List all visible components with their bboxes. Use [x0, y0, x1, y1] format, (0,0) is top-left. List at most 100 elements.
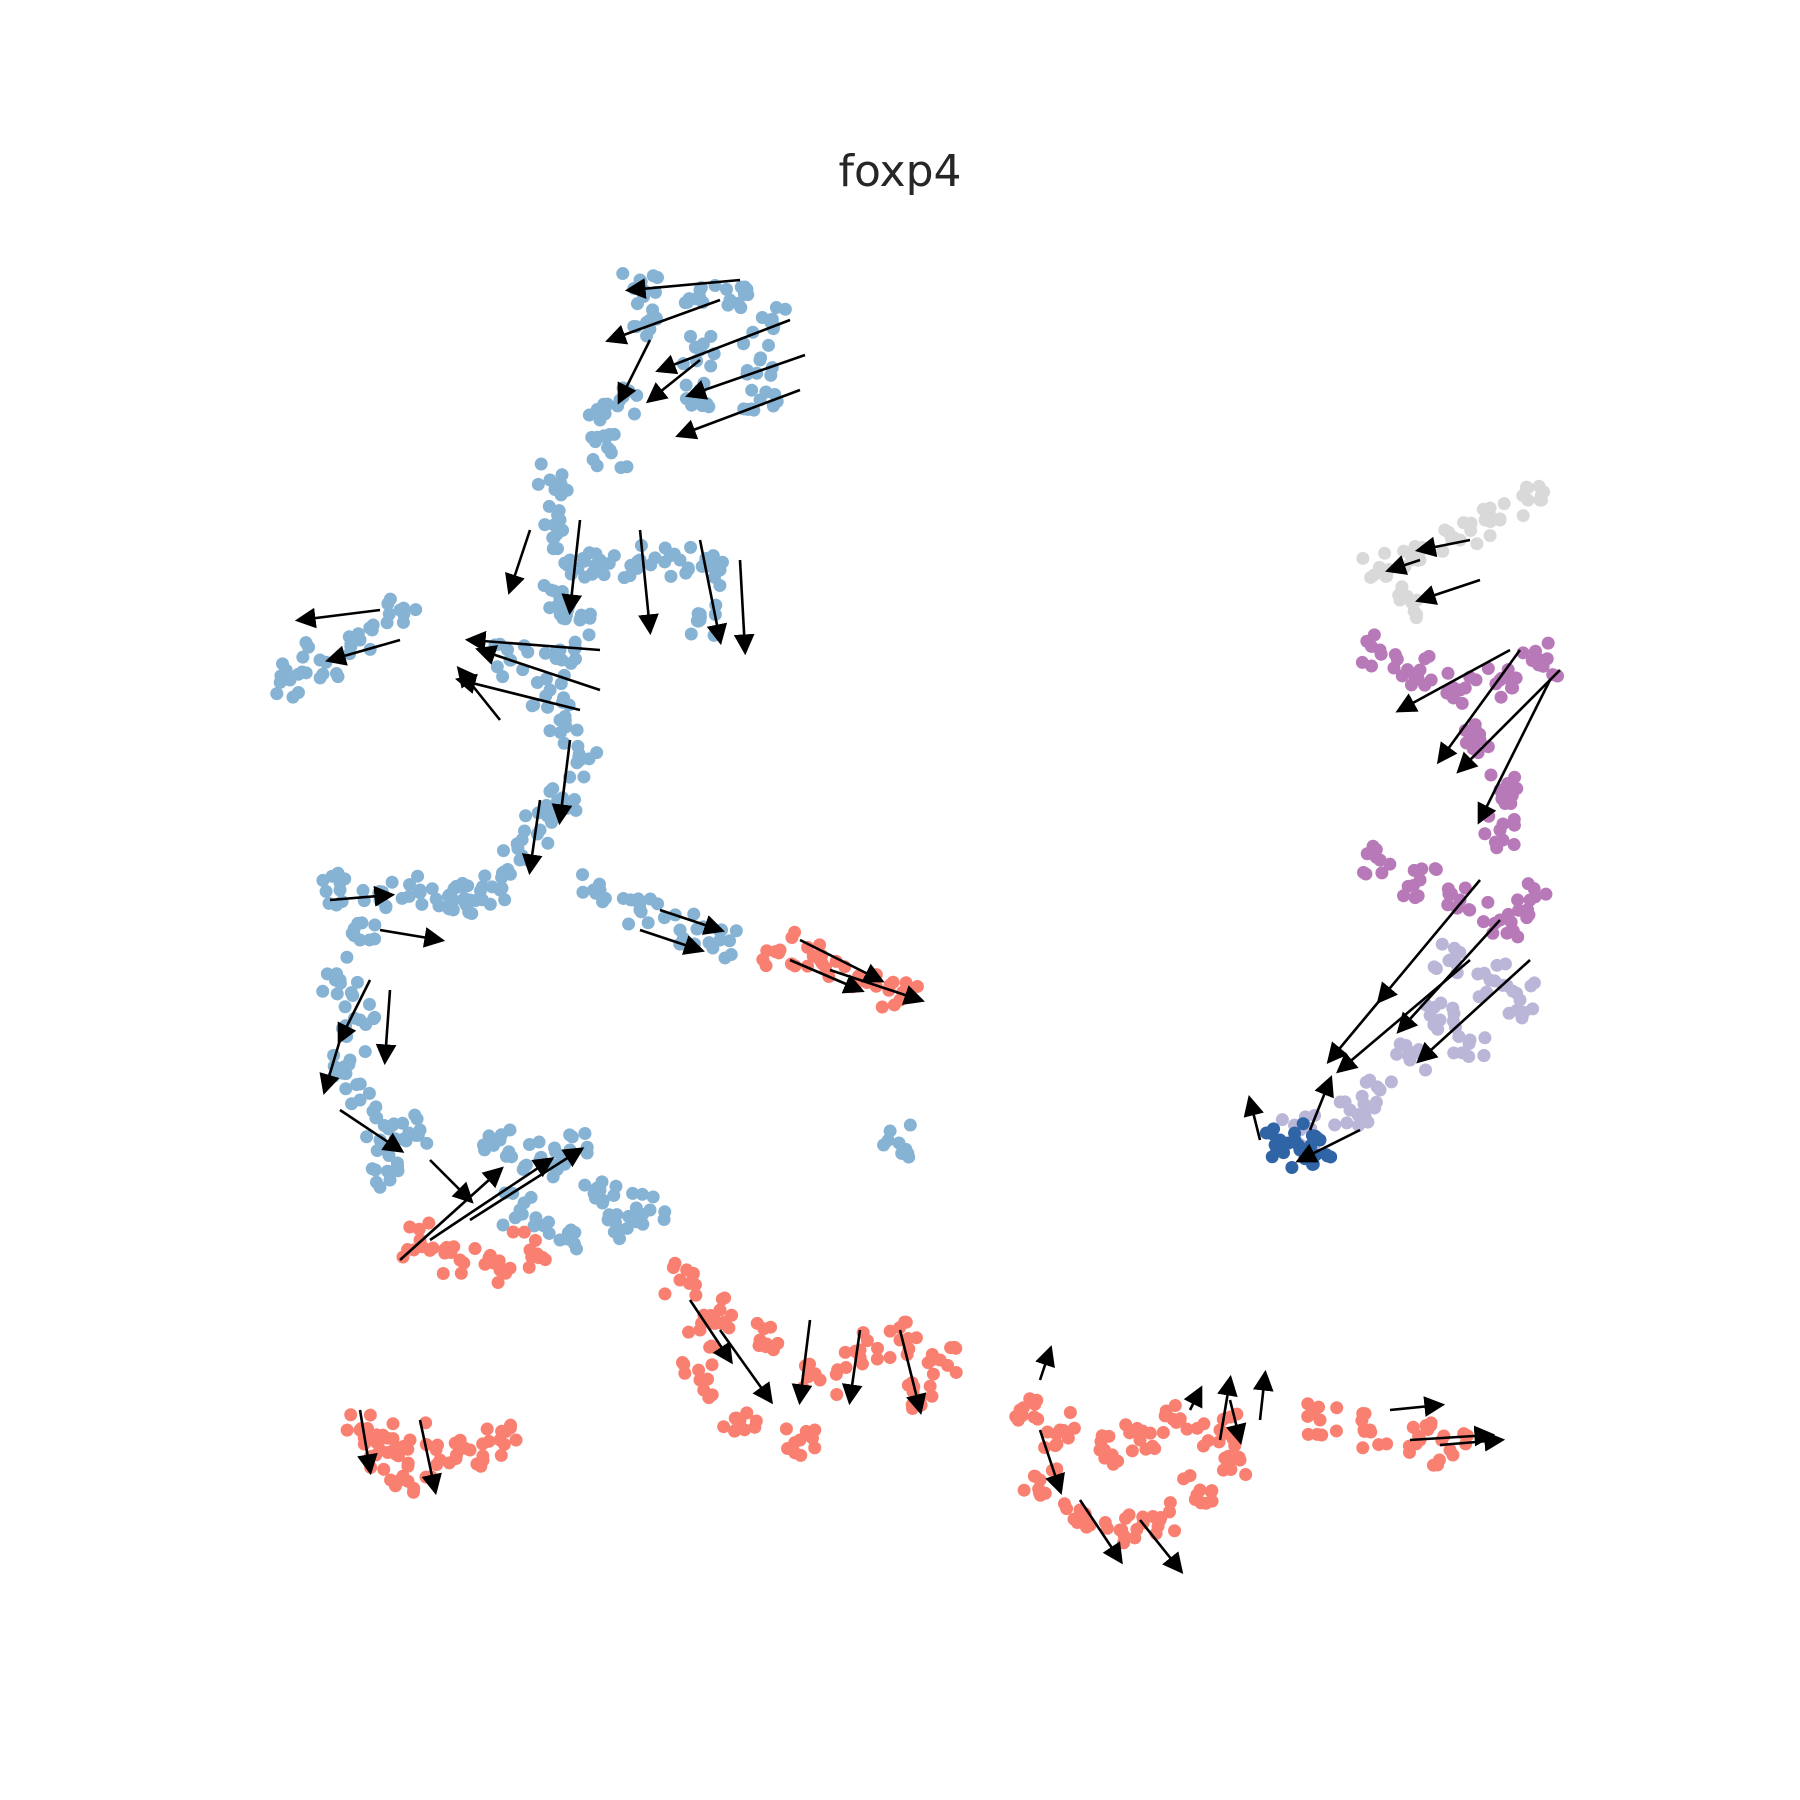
- cell-point: [401, 1456, 415, 1470]
- cell-point: [564, 1223, 578, 1237]
- chart-title: foxp4: [838, 146, 962, 197]
- velocity-arrow: [294, 607, 381, 629]
- cell-point: [717, 1420, 731, 1434]
- cell-point: [715, 555, 729, 569]
- cell-point: [1527, 976, 1541, 990]
- cell-point: [1388, 648, 1402, 662]
- velocity-arrow: [1183, 1385, 1203, 1411]
- cell-point: [695, 399, 709, 413]
- cell-point: [679, 566, 693, 580]
- cell-point: [705, 1358, 719, 1372]
- cell-point: [496, 1218, 510, 1232]
- cell-point: [353, 1077, 367, 1091]
- cell-point: [540, 798, 554, 812]
- cell-point: [385, 875, 399, 889]
- cell-point: [1168, 1399, 1182, 1413]
- cell-point: [1441, 898, 1455, 912]
- cell-point: [1168, 1524, 1182, 1538]
- cell-point: [1432, 1453, 1446, 1467]
- cell-point: [1494, 690, 1508, 704]
- cell-point: [1528, 890, 1542, 904]
- cell-point: [1397, 544, 1411, 558]
- cell-point: [383, 592, 397, 606]
- cell-point: [1488, 835, 1502, 849]
- cell-point: [580, 1146, 594, 1160]
- cell-point: [855, 1357, 869, 1371]
- velocity-arrow: [718, 1329, 774, 1405]
- cell-point: [1136, 1424, 1150, 1438]
- cell-point: [548, 530, 562, 544]
- velocity-arrow: [688, 1299, 733, 1365]
- velocity-arrow: [1252, 1369, 1274, 1421]
- cell-point: [1384, 1075, 1398, 1089]
- cell-point: [499, 1266, 513, 1280]
- cell-point: [1462, 1037, 1476, 1051]
- cell-point: [658, 541, 672, 555]
- velocity-arrow: [898, 1329, 927, 1416]
- cell-point: [330, 967, 344, 981]
- cell-point: [316, 667, 330, 681]
- cell-point: [1338, 1095, 1352, 1109]
- cell-point: [339, 1082, 353, 1096]
- cell-point: [805, 1431, 819, 1445]
- cell-point: [496, 844, 510, 858]
- cell-point: [901, 1331, 915, 1345]
- cell-point: [1428, 862, 1442, 876]
- cell-point: [338, 1000, 352, 1014]
- velocity-arrow: [1414, 536, 1471, 558]
- cell-point: [1370, 1080, 1384, 1094]
- cell-point: [331, 670, 345, 684]
- cell-point: [407, 1481, 421, 1495]
- velocity-arrow: [675, 388, 801, 440]
- cell-point: [390, 1156, 404, 1170]
- cell-point: [1352, 1118, 1366, 1132]
- cell-point: [1224, 1462, 1238, 1476]
- cell-point: [1163, 1496, 1177, 1510]
- cell-point: [1505, 681, 1519, 695]
- velocity-arrow: [325, 638, 401, 666]
- cell-point: [1403, 1045, 1417, 1059]
- cell-point: [1180, 1422, 1194, 1436]
- cell-point: [724, 948, 738, 962]
- cell-point: [1407, 863, 1421, 877]
- cell-point: [476, 1138, 490, 1152]
- cell-point: [590, 1181, 604, 1195]
- cell-point: [531, 477, 545, 491]
- velocity-arrow: [1416, 959, 1531, 1064]
- cell-point: [1516, 646, 1530, 660]
- cell-point: [494, 1448, 508, 1462]
- cell-point: [1551, 669, 1565, 683]
- cell-point: [683, 329, 697, 343]
- cell-point: [1534, 489, 1548, 503]
- cell-point: [745, 383, 759, 397]
- cell-point: [839, 1361, 853, 1375]
- cell-point: [612, 1232, 626, 1246]
- velocity-arrow: [1477, 679, 1552, 825]
- cell-point: [883, 1324, 897, 1338]
- cell-point: [319, 884, 333, 898]
- cell-point: [369, 1100, 383, 1114]
- velocity-arrow: [1038, 1429, 1065, 1495]
- cell-point: [556, 611, 570, 625]
- cell-point: [944, 1341, 958, 1355]
- cell-point: [461, 879, 475, 893]
- cell-point: [1328, 1118, 1342, 1132]
- cell-point: [473, 884, 487, 898]
- cell-point: [432, 899, 446, 913]
- velocity-arrow: [655, 318, 791, 375]
- cell-point: [635, 1187, 649, 1201]
- cell-point: [380, 1164, 394, 1178]
- velocity-arrow: [1456, 669, 1561, 774]
- velocity-arrow: [1035, 1345, 1055, 1381]
- cell-point: [1356, 1441, 1370, 1455]
- cell-point: [1285, 1160, 1299, 1174]
- velocity-arrow: [799, 938, 885, 983]
- cell-point: [504, 1418, 518, 1432]
- cell-point: [808, 1367, 822, 1381]
- cell-point: [803, 1357, 817, 1371]
- cell-point: [412, 884, 426, 898]
- cell-point: [1541, 636, 1555, 650]
- cell-point: [668, 1256, 682, 1270]
- velocity-arrow: [1336, 959, 1471, 1074]
- cell-point: [1212, 1435, 1226, 1449]
